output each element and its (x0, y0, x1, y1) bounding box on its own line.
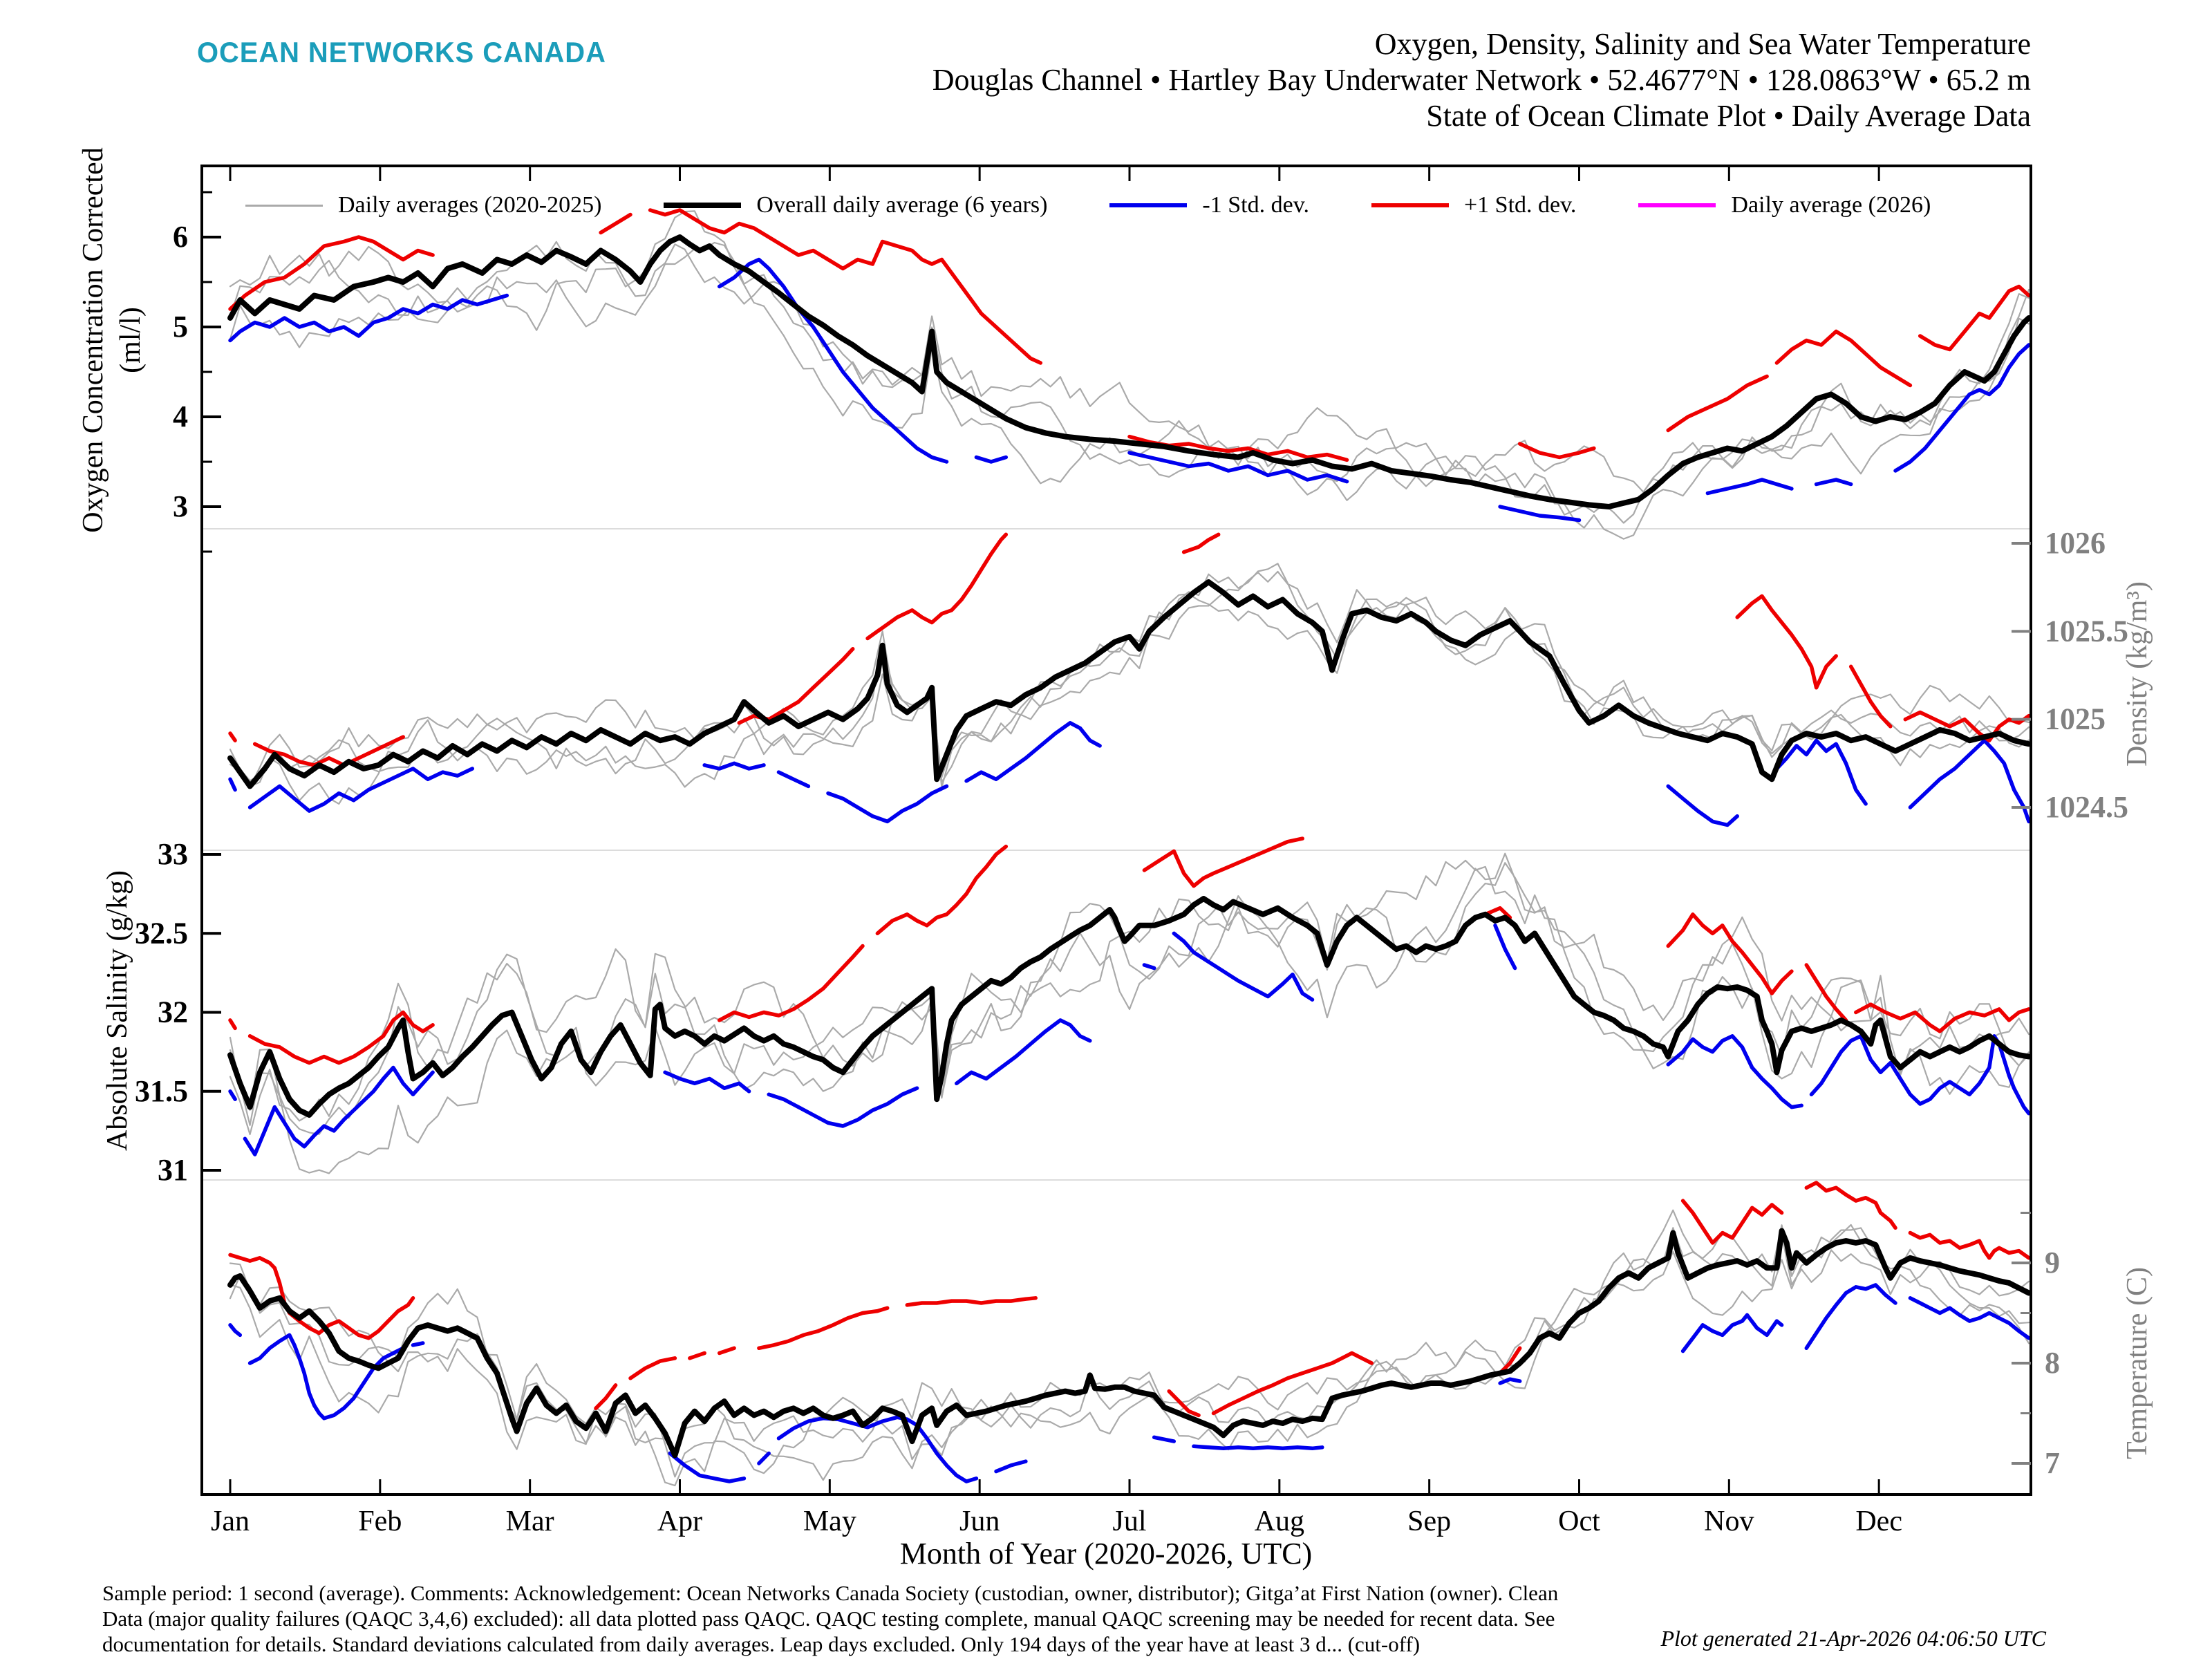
salinity-tick-label: 32.5 (135, 916, 188, 950)
legend-line-swatch (664, 203, 742, 208)
legend-item-daily-average-2026: Daily average (2026) (1638, 192, 1931, 218)
density-tick-label: 1025.5 (2045, 614, 2128, 648)
plot-title-line2: Douglas Channel • Hartley Bay Underwater… (932, 63, 2031, 97)
month-tick-label: May (803, 1506, 856, 1537)
legend-item-label: Daily averages (2020-2025) (338, 192, 602, 218)
month-tick-label: Apr (657, 1506, 702, 1537)
legend-item-label: Overall daily average (6 years) (756, 192, 1048, 218)
legend-line-swatch (1371, 203, 1449, 207)
density-axis-label: Density (kg/m³) (2121, 581, 2153, 767)
oxygen-tick-label: 6 (173, 220, 188, 254)
temperature-tick-label: 7 (2045, 1446, 2060, 1480)
salinity-tick-label: 33 (158, 837, 188, 871)
salinity-tick-label: 32 (158, 995, 188, 1029)
temperature-axis-label: Temperature (C) (2121, 1266, 2153, 1460)
plot-frame (200, 165, 2032, 1496)
legend-item-label: -1 Std. dev. (1202, 192, 1309, 218)
footer-line-1: Sample period: 1 second (average). Comme… (102, 1581, 1559, 1605)
oxygen-tick-label: 3 (173, 489, 188, 523)
month-tick-label: Jan (211, 1506, 250, 1537)
density-tick-label: 1026 (2045, 526, 2106, 560)
plot-legend: Daily averages (2020-2025) Overall daily … (245, 192, 1967, 218)
salinity-tick-label: 31.5 (135, 1074, 188, 1108)
plot-title-block: Oxygen, Density, Salinity and Sea Water … (932, 26, 2031, 134)
legend-item-label: +1 Std. dev. (1463, 192, 1577, 218)
ocean-networks-canada-logo: OCEAN NETWORKS CANADA (197, 36, 606, 68)
temperature-tick-label: 9 (2045, 1246, 2060, 1280)
x-axis-label: Month of Year (2020-2026, UTC) (899, 1537, 1313, 1571)
legend-item-overall-daily-average-6-years: Overall daily average (6 years) (664, 192, 1047, 218)
legend-item-1-std-dev: -1 Std. dev. (1109, 192, 1309, 218)
month-tick-label: Jun (959, 1506, 1000, 1537)
oxygen-axis-label: Oxygen Concentration Corrected (ml/l) (77, 147, 147, 533)
footer-line-2: Data (major quality failures (QAQC 3,4,6… (102, 1606, 1555, 1631)
salinity-axis-label: Absolute Salinity (g/kg) (102, 870, 133, 1151)
month-tick-label: Nov (1704, 1506, 1754, 1537)
plot-title-line1: Oxygen, Density, Salinity and Sea Water … (1374, 27, 2031, 61)
legend-line-swatch (1109, 203, 1188, 207)
month-tick-label: Oct (1558, 1506, 1600, 1537)
month-tick-label: Mar (506, 1506, 554, 1537)
legend-line-swatch (245, 204, 323, 207)
oxygen-tick-label: 5 (173, 310, 188, 344)
legend-item-1-std-dev: +1 Std. dev. (1371, 192, 1576, 218)
plot-series-layer (227, 208, 2030, 1487)
legend-line-swatch (1638, 203, 1716, 207)
oxygen-tick-label: 4 (173, 400, 188, 433)
density-tick-label: 1024.5 (2045, 790, 2128, 824)
plot-title-line3: State of Ocean Climate Plot • Daily Aver… (1426, 99, 2031, 133)
legend-item-daily-averages-2020-2025: Daily averages (2020-2025) (245, 192, 601, 218)
month-tick-label: Dec (1855, 1506, 1902, 1537)
density-tick-label: 1025 (2045, 702, 2106, 736)
salinity-tick-label: 31 (158, 1153, 188, 1187)
footer-line-3: documentation for details. Standard devi… (102, 1632, 1421, 1656)
footer-comments: Sample period: 1 second (average). Comme… (102, 1580, 1775, 1657)
month-tick-label: Aug (1255, 1506, 1304, 1537)
plot-generated-timestamp: Plot generated 21-Apr-2026 04:06:50 UTC (1660, 1626, 2046, 1651)
month-tick-label: Sep (1407, 1506, 1451, 1537)
legend-item-label: Daily average (2026) (1731, 192, 1931, 218)
temperature-tick-label: 8 (2045, 1346, 2060, 1380)
month-tick-label: Jul (1112, 1506, 1146, 1537)
month-tick-label: Feb (358, 1506, 402, 1537)
